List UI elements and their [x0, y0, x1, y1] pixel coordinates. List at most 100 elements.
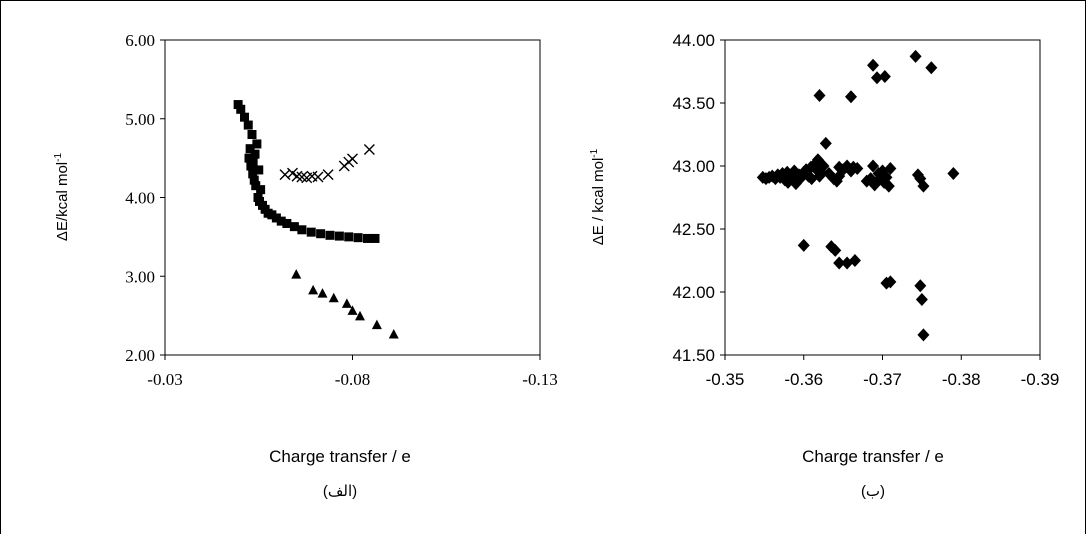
data-point-square — [353, 233, 363, 243]
data-point-square — [271, 213, 281, 223]
x-axis-label-right: Charge transfer / e — [802, 447, 944, 466]
data-point-square — [248, 169, 258, 179]
data-point-diamond — [915, 293, 928, 307]
y-axis-ticks-left: 2.00 3.00 4.00 5.00 6.00 — [125, 31, 165, 365]
y-tick-label: 42.50 — [672, 220, 715, 239]
data-point-diamond — [829, 243, 842, 257]
data-point-cross — [363, 143, 375, 155]
data-point-diamond — [917, 179, 930, 193]
y-tick-label: 5.00 — [125, 110, 155, 129]
y-tick-label: 4.00 — [125, 189, 155, 208]
data-point-cross — [279, 169, 291, 181]
x-axis-ticks-right: -0.35 -0.36 -0.37 -0.38 -0.39 — [706, 355, 1060, 389]
data-point-square — [325, 230, 335, 240]
data-point-triangle — [371, 319, 382, 330]
y-axis-label-right: ΔE / kcal mol-1 — [589, 148, 607, 245]
data-point-triangle — [328, 292, 339, 303]
data-point-diamond — [813, 88, 826, 102]
data-point-square — [344, 232, 354, 242]
data-point-square — [256, 185, 266, 195]
data-point-diamond — [867, 58, 880, 72]
x-tick-label: -0.38 — [942, 370, 981, 389]
chart-left: 2.00 3.00 4.00 5.00 6.00 -0.03 -0.08 -0.13 ΔE/… — [53, 31, 558, 500]
data-point-square — [334, 231, 344, 241]
data-point-square — [251, 181, 261, 191]
data-point-cross — [291, 170, 303, 182]
data-point-cross — [347, 153, 358, 165]
data-point-diamond — [817, 159, 830, 173]
data-point-square — [247, 130, 257, 139]
data-point-diamond — [884, 275, 897, 289]
data-point-square — [289, 222, 299, 232]
data-point-triangle — [291, 269, 302, 279]
data-point-cross — [296, 171, 308, 183]
data-point-diamond — [845, 90, 857, 104]
data-point-diamond — [909, 49, 922, 63]
x-tick-label: -0.03 — [147, 370, 182, 389]
data-point-diamond — [848, 254, 861, 267]
data-point-square — [363, 233, 372, 243]
y-tick-label: 43.00 — [672, 157, 715, 176]
data-point-square — [370, 233, 380, 243]
data-point-diamond — [819, 136, 832, 150]
data-point-square — [316, 229, 326, 239]
x-axis-ticks-left: -0.03 -0.08 -0.13 — [147, 355, 558, 389]
data-point-diamond — [833, 256, 846, 270]
x-axis-label-left: Charge transfer / e — [269, 447, 411, 466]
x-tick-label: -0.36 — [784, 370, 823, 389]
data-point-square — [306, 227, 316, 237]
data-point-square — [236, 104, 246, 114]
data-point-triangle — [388, 329, 399, 339]
y-tick-label: 44.00 — [672, 31, 715, 50]
data-point-diamond — [782, 175, 794, 189]
data-point-diamond — [947, 167, 960, 181]
data-point-square — [254, 165, 264, 175]
caption-left: (الف) — [323, 483, 357, 500]
data-point-square — [250, 149, 260, 159]
data-point-triangle — [308, 284, 319, 295]
data-point-diamond — [867, 159, 880, 173]
y-tick-label: 42.00 — [672, 283, 715, 302]
data-point-diamond — [878, 70, 891, 84]
data-point-diamond — [884, 162, 897, 176]
plot-area-right — [724, 39, 1041, 356]
data-point-diamond — [914, 279, 927, 293]
data-point-square — [248, 157, 258, 167]
x-tick-label: -0.39 — [1021, 370, 1060, 389]
data-point-square — [276, 216, 286, 226]
data-point-diamond — [851, 162, 864, 176]
data-point-diamond — [789, 177, 802, 191]
data-point-triangle — [347, 305, 358, 315]
data-point-diamond — [925, 61, 938, 75]
data-point-triangle — [317, 288, 328, 298]
x-tick-label: -0.37 — [863, 370, 902, 389]
data-points-left — [233, 100, 399, 339]
y-tick-label: 2.00 — [125, 346, 155, 365]
data-point-diamond — [833, 160, 846, 174]
data-point-triangle — [355, 310, 365, 321]
x-tick-label: -0.13 — [522, 370, 557, 389]
x-tick-label: -0.35 — [706, 370, 745, 389]
x-tick-label: -0.08 — [335, 370, 370, 389]
data-point-diamond — [870, 71, 883, 85]
y-tick-label: 3.00 — [125, 267, 155, 286]
data-point-triangle — [341, 298, 352, 308]
y-axis-ticks-right: 41.50 42.00 42.50 43.00 43.50 44.00 — [672, 31, 725, 365]
data-point-diamond — [872, 167, 885, 181]
data-point-square — [240, 112, 249, 122]
data-points-right — [756, 49, 960, 342]
caption-right: (ب) — [861, 483, 885, 500]
data-point-diamond — [797, 238, 810, 252]
data-point-square — [252, 139, 262, 149]
data-point-square — [245, 144, 255, 154]
data-point-cross — [322, 169, 334, 181]
data-point-square — [233, 100, 243, 110]
data-point-diamond — [917, 328, 930, 342]
data-point-square — [249, 175, 259, 185]
data-point-diamond — [882, 179, 895, 193]
data-point-cross — [312, 171, 324, 183]
data-point-square — [297, 225, 307, 235]
y-axis-label-left: ΔE/kcal mol-1 — [53, 153, 71, 242]
